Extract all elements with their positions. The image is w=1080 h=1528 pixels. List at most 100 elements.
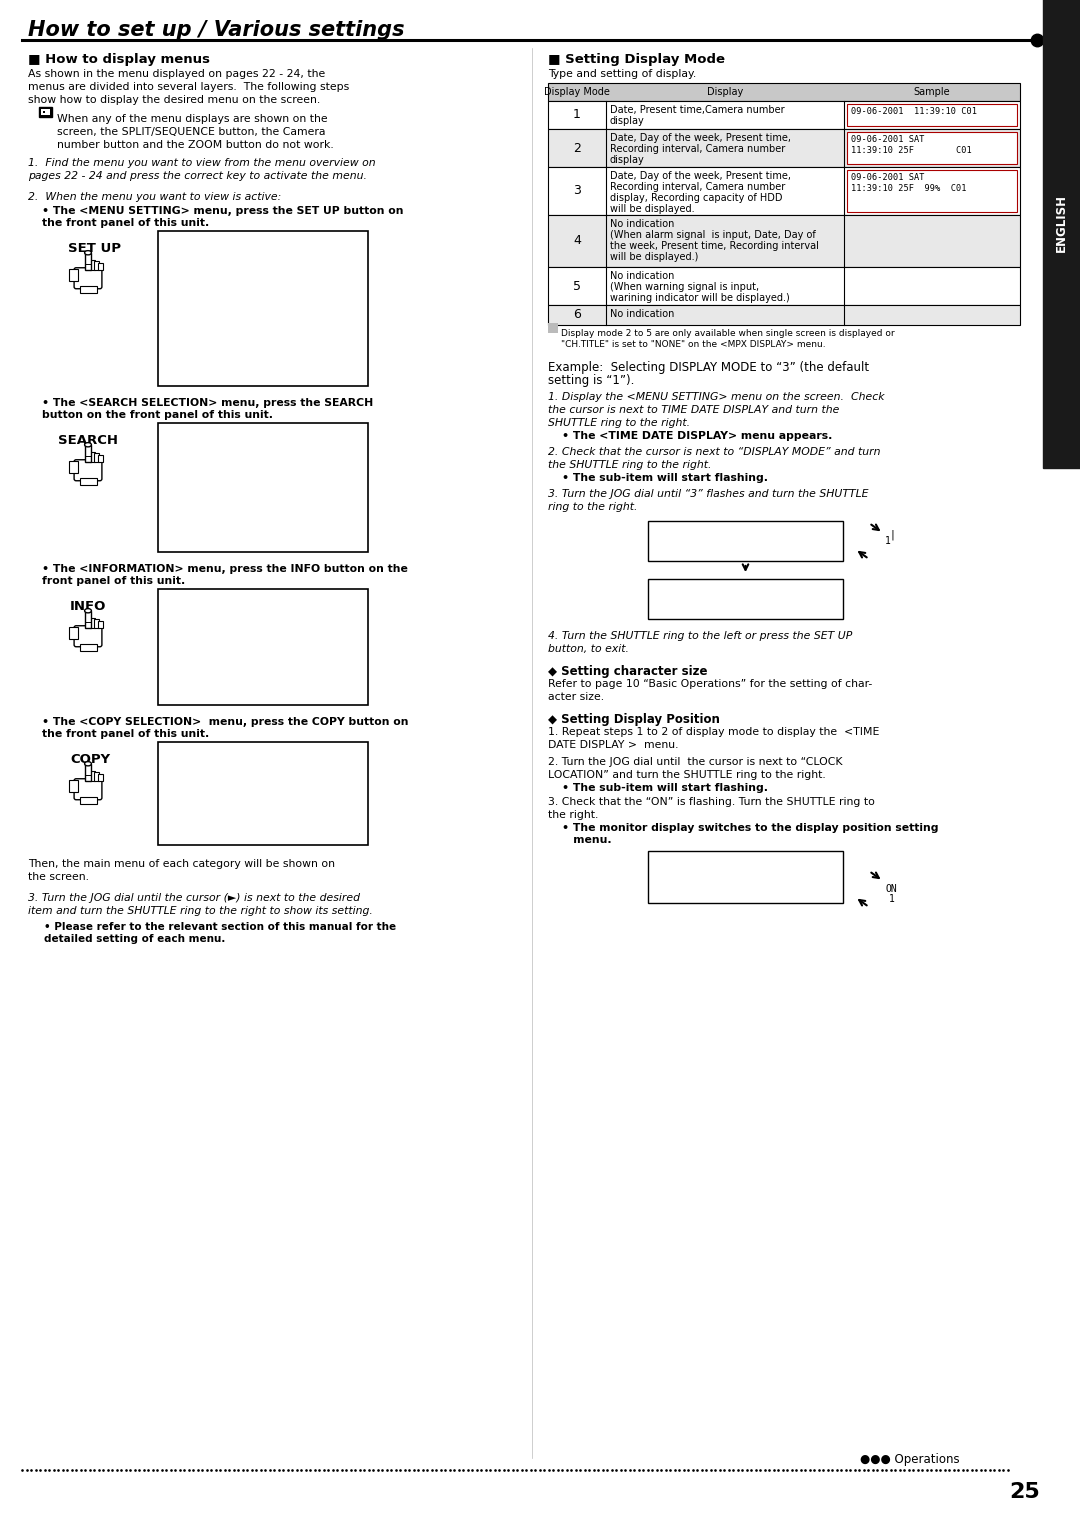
Text: 4: 4 bbox=[573, 234, 581, 248]
Text: Display Mode: Display Mode bbox=[544, 87, 610, 96]
Text: • Please refer to the relevant section of this manual for the: • Please refer to the relevant section o… bbox=[44, 921, 396, 932]
Text: <COPY SELECTION>: <COPY SELECTION> bbox=[164, 749, 260, 758]
Bar bbox=[39, 107, 52, 118]
Text: 4. Turn the SHUTTLE ring to the left or press the SET UP: 4. Turn the SHUTTLE ring to the left or … bbox=[548, 631, 852, 642]
Text: 09-06-2001 SAT: 09-06-2001 SAT bbox=[851, 173, 924, 182]
Text: MAIN             10000H: MAIN 10000H bbox=[164, 660, 314, 669]
FancyBboxPatch shape bbox=[75, 460, 102, 481]
Text: button on the front panel of this unit.: button on the front panel of this unit. bbox=[42, 410, 273, 420]
Ellipse shape bbox=[84, 443, 92, 446]
Text: Date, Day of the week, Present time,: Date, Day of the week, Present time, bbox=[610, 171, 791, 180]
Bar bbox=[98, 455, 104, 461]
Text: Display mode 2 to 5 are only available when single screen is displayed or: Display mode 2 to 5 are only available w… bbox=[561, 329, 894, 338]
Text: <INFORMATION>: <INFORMATION> bbox=[164, 594, 242, 605]
Bar bbox=[43, 112, 45, 113]
Bar bbox=[90, 770, 95, 781]
Bar bbox=[94, 454, 99, 461]
Bar bbox=[648, 521, 843, 561]
Text: INDEX SEARCH: INDEX SEARCH bbox=[164, 468, 248, 478]
Text: Recording interval, Camera number: Recording interval, Camera number bbox=[610, 144, 785, 154]
Text: detailed setting of each menu.: detailed setting of each menu. bbox=[44, 934, 226, 944]
Text: acter size.: acter size. bbox=[548, 692, 604, 701]
Text: No indication: No indication bbox=[610, 270, 674, 281]
Text: DATE DISPLAY >  menu.: DATE DISPLAY > menu. bbox=[548, 740, 678, 750]
Bar bbox=[648, 579, 843, 619]
Bar bbox=[90, 452, 95, 461]
Text: the cursor is next to TIME DATE DISPLAY and turn the: the cursor is next to TIME DATE DISPLAY … bbox=[548, 405, 839, 416]
Bar bbox=[648, 851, 843, 903]
Bar bbox=[98, 775, 104, 781]
Text: item and turn the SHUTTLE ring to the right to show its setting.: item and turn the SHUTTLE ring to the ri… bbox=[28, 906, 373, 915]
Text: • The <SEARCH SELECTION> menu, press the SEARCH: • The <SEARCH SELECTION> menu, press the… bbox=[42, 397, 374, 408]
Text: CONNECTED SCSI DEVICE: CONNECTED SCSI DEVICE bbox=[164, 620, 302, 631]
Text: Date, Day of the week, Present time,: Date, Day of the week, Present time, bbox=[610, 133, 791, 144]
Text: JUMP TO START POINT: JUMP TO START POINT bbox=[164, 533, 291, 542]
Text: OVERWRITE              OFF: OVERWRITE OFF bbox=[164, 775, 332, 784]
Text: TIMER PROGRAM: TIMER PROGRAM bbox=[164, 277, 254, 286]
Text: 1. Repeat steps 1 to 2 of display mode to display the  <TIME: 1. Repeat steps 1 to 2 of display mode t… bbox=[548, 727, 879, 736]
Text: Sample: Sample bbox=[914, 87, 950, 96]
Text: 2. Turn the JOG dial until  the cursor is next to “CLOCK: 2. Turn the JOG dial until the cursor is… bbox=[548, 756, 842, 767]
Text: <TIME DATE DISPLAY>: <TIME DATE DISPLAY> bbox=[652, 584, 754, 591]
Bar bbox=[69, 626, 78, 639]
Text: Date, Present time,Camera number: Date, Present time,Camera number bbox=[610, 105, 785, 115]
Bar bbox=[80, 643, 96, 651]
Text: • The <INFORMATION> menu, press the INFO button on the: • The <INFORMATION> menu, press the INFO… bbox=[42, 564, 408, 575]
Text: 2. Check that the cursor is next to “DISPLAY MODE” and turn: 2. Check that the cursor is next to “DIS… bbox=[548, 448, 880, 457]
Text: ARCHIVE          10000H: ARCHIVE 10000H bbox=[164, 672, 314, 683]
Text: • The <MENU SETTING> menu, press the SET UP button on: • The <MENU SETTING> menu, press the SET… bbox=[42, 206, 404, 215]
Text: A-REC/M-DET SETTING: A-REC/M-DET SETTING bbox=[164, 303, 291, 312]
Text: "CH.TITLE" is set to "NONE" on the <MPX DISPLAY> menu.: "CH.TITLE" is set to "NONE" on the <MPX … bbox=[561, 341, 825, 348]
Text: ◆ Setting Display Position: ◆ Setting Display Position bbox=[548, 714, 720, 726]
Text: EXECUTE                OFF: EXECUTE OFF bbox=[164, 827, 332, 836]
Text: 6: 6 bbox=[573, 309, 581, 321]
Text: ►DISPLAY MODE               3: ►DISPLAY MODE 3 bbox=[652, 594, 808, 604]
Text: 25: 25 bbox=[1010, 1482, 1040, 1502]
Text: 11:39:10 25F  99%  C01: 11:39:10 25F 99% C01 bbox=[851, 183, 967, 193]
Bar bbox=[41, 108, 50, 115]
FancyBboxPatch shape bbox=[75, 779, 102, 799]
FancyBboxPatch shape bbox=[75, 626, 102, 646]
Text: SKIP SEARCH: SKIP SEARCH bbox=[164, 481, 242, 490]
Text: MPX DISPLAY: MPX DISPLAY bbox=[164, 263, 242, 274]
Text: the screen.: the screen. bbox=[28, 872, 89, 882]
Text: button, to exit.: button, to exit. bbox=[548, 643, 629, 654]
Text: the week, Present time, Recording interval: the week, Present time, Recording interv… bbox=[610, 241, 819, 251]
Text: 1: 1 bbox=[573, 108, 581, 122]
Text: When any of the menu displays are shown on the: When any of the menu displays are shown … bbox=[57, 115, 327, 124]
Text: 11:39:10 25F        C01: 11:39:10 25F C01 bbox=[851, 147, 972, 154]
Text: ENGLISH: ENGLISH bbox=[1054, 194, 1067, 252]
Text: number button and the ZOOM button do not work.: number button and the ZOOM button do not… bbox=[57, 141, 334, 150]
Bar bbox=[94, 619, 99, 628]
Bar bbox=[158, 231, 368, 387]
Bar bbox=[847, 170, 1017, 212]
Text: the right.: the right. bbox=[548, 810, 598, 821]
Bar bbox=[90, 260, 95, 270]
Text: 09-06-2001  11:39:10 C01: 09-06-2001 11:39:10 C01 bbox=[851, 107, 977, 116]
Bar bbox=[94, 261, 99, 270]
Text: ON: ON bbox=[885, 885, 896, 894]
Text: 1: 1 bbox=[889, 894, 895, 905]
Bar bbox=[158, 423, 368, 552]
Bar bbox=[84, 252, 92, 270]
Text: 2.  When the menu you want to view is active:: 2. When the menu you want to view is act… bbox=[28, 193, 281, 202]
Bar bbox=[548, 128, 1020, 167]
Text: ►TIME DATE DISPLAY: ►TIME DATE DISPLAY bbox=[164, 251, 272, 260]
Text: DATA CLEAR SELECTION: DATA CLEAR SELECTION bbox=[164, 315, 296, 325]
Text: ►CLOCK LOCATION: ►CLOCK LOCATION bbox=[652, 888, 732, 897]
Text: 2: 2 bbox=[573, 142, 581, 154]
Text: <ELAPSED TIME>: <ELAPSED TIME> bbox=[164, 646, 248, 657]
Text: No indication: No indication bbox=[610, 219, 674, 229]
Text: menu.: menu. bbox=[562, 834, 611, 845]
Text: (When warning signal is input,: (When warning signal is input, bbox=[610, 283, 759, 292]
Text: Recording interval, Camera number: Recording interval, Camera number bbox=[610, 182, 785, 193]
Text: 1: 1 bbox=[885, 536, 891, 545]
Text: Example:  Selecting DISPLAY MODE to “3” (the default: Example: Selecting DISPLAY MODE to “3” (… bbox=[548, 361, 869, 374]
Text: 3. Turn the JOG dial until “3” flashes and turn the SHUTTLE: 3. Turn the JOG dial until “3” flashes a… bbox=[548, 489, 868, 500]
Text: pages 22 - 24 and press the correct key to activate the menu.: pages 22 - 24 and press the correct key … bbox=[28, 171, 367, 180]
Text: As shown in the menu displayed on pages 22 - 24, the: As shown in the menu displayed on pages … bbox=[28, 69, 325, 79]
Text: • The sub-item will start flashing.: • The sub-item will start flashing. bbox=[562, 474, 768, 483]
Text: ■ Setting Display Mode: ■ Setting Display Mode bbox=[548, 53, 725, 66]
Bar bbox=[847, 131, 1017, 163]
Text: TO:06-09-01    03:59:12: TO:06-09-01 03:59:12 bbox=[164, 813, 314, 824]
